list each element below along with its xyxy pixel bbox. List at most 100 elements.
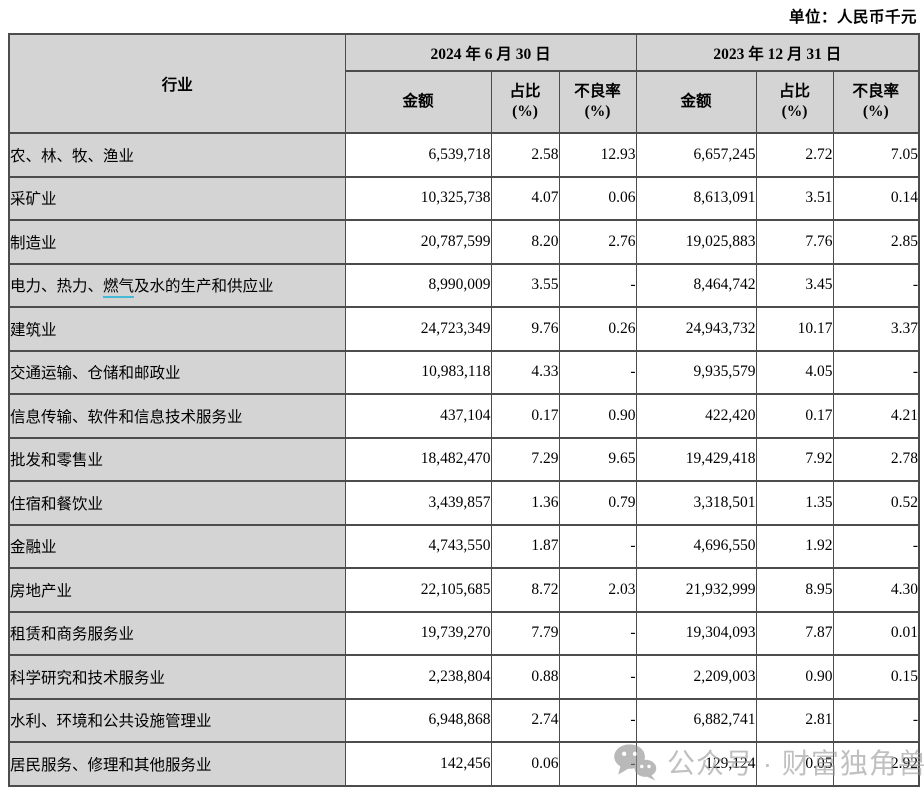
value-cell: 8.95 [755, 567, 834, 613]
value-cell: 7.87 [755, 610, 834, 656]
metric-sub: (%) [862, 103, 889, 120]
value-cell: 2.76 [558, 219, 637, 265]
value-cell: 1.87 [490, 523, 560, 569]
value-cell: 19,739,270 [344, 610, 492, 656]
value-cell: 2.74 [490, 697, 560, 743]
value-cell: 2.58 [490, 132, 560, 178]
industry-cell: 金融业 [8, 523, 346, 569]
table-row: 科学研究和技术服务业 2,238,804 0.88-2,209,003 0.90 0.1… [8, 654, 920, 700]
value-cell: 24,943,732 [635, 306, 757, 352]
value-cell: 20,787,599 [344, 219, 492, 265]
value-cell: 7.05 [832, 132, 920, 178]
industry-cell: 租赁和商务服务业 [8, 610, 346, 656]
table-row: 农、林、牧、渔业 6,539,718 2.58 12.93 6,657,245 2.72 7… [8, 132, 920, 178]
value-cell: 1.35 [755, 480, 834, 526]
metric-title: 占比 [779, 82, 811, 100]
value-cell: 0.88 [490, 654, 560, 700]
value-cell: - [832, 697, 920, 743]
value-cell: 3.37 [832, 306, 920, 352]
value-cell: 3.55 [490, 262, 560, 308]
value-cell: 4.33 [490, 349, 560, 395]
value-cell: 8,464,742 [635, 262, 757, 308]
metric-sub: (%) [584, 103, 611, 120]
value-cell: 10.17 [755, 306, 834, 352]
value-cell: 10,983,118 [344, 349, 492, 395]
metric-title: 金额 [680, 92, 712, 110]
value-cell: 18,482,470 [344, 436, 492, 482]
value-cell: - [832, 349, 920, 395]
table-row: 租赁和商务服务业 19,739,270 7.79-19,304,093 7.87 0.0… [8, 610, 920, 656]
metric-header-share-2024: 占比 (%) [490, 70, 560, 134]
value-cell: 19,025,883 [635, 219, 757, 265]
industry-cell: 交通运输、仓储和邮政业 [8, 349, 346, 395]
industry-cell: 信息传输、软件和信息技术服务业 [8, 393, 346, 439]
value-cell: 2.85 [832, 219, 920, 265]
value-cell: 6,657,245 [635, 132, 757, 178]
metric-header-amount-2023: 金额 [635, 70, 757, 134]
value-cell: - [558, 697, 637, 743]
header-row-metrics: 金额 占比 (%) 不良率 (%) 金额 占比 (%) [9, 70, 920, 134]
value-cell: 2,238,804 [344, 654, 492, 700]
table-row: 批发和零售业 18,482,470 7.29 9.65 19,429,418 7.92 2.… [8, 436, 920, 482]
value-cell: 2.78 [832, 436, 920, 482]
metric-title: 金额 [402, 92, 434, 110]
table-row: 信息传输、软件和信息技术服务业 437,104 0.17 0.90 422,420 0.1… [8, 393, 920, 439]
industry-column-header: 行业 [8, 33, 346, 134]
value-cell: 0.52 [832, 480, 920, 526]
industry-cell: 房地产业 [8, 567, 346, 613]
value-cell: 6,948,868 [344, 697, 492, 743]
value-cell: 8,990,009 [344, 262, 492, 308]
industry-cell: 居民服务、修理和其他服务业 [8, 741, 346, 787]
table-row: 房地产业 22,105,685 8.72 2.03 21,932,999 8.95 4.30 [8, 567, 920, 613]
value-cell: 8,613,091 [635, 175, 757, 221]
industry-cell: 批发和零售业 [8, 436, 346, 482]
value-cell: 7.79 [490, 610, 560, 656]
value-cell: 21,932,999 [635, 567, 757, 613]
value-cell: 4.07 [490, 175, 560, 221]
table-body: 农、林、牧、渔业 6,539,718 2.58 12.93 6,657,245 2.72 7… [8, 132, 920, 787]
table-row: 居民服务、修理和其他服务业 142,456 0.06-129,124 0.05 2.92 [8, 741, 920, 787]
value-cell: 0.15 [832, 654, 920, 700]
value-cell: - [558, 741, 637, 787]
table-row: 水利、环境和公共设施管理业 6,948,868 2.74-6,882,741 2.81… [8, 697, 920, 743]
metric-title: 占比 [509, 82, 541, 100]
value-cell: 6,882,741 [635, 697, 757, 743]
table-row: 金融业 4,743,550 1.87-4,696,550 1.92- [8, 523, 920, 569]
industry-cell: 住宿和餐饮业 [8, 480, 346, 526]
industry-cell: 水利、环境和公共设施管理业 [8, 697, 346, 743]
value-cell: 0.14 [832, 175, 920, 221]
value-cell: 2.72 [755, 132, 834, 178]
table-row: 制造业 20,787,599 8.20 2.76 19,025,883 7.76 2.85 [8, 219, 920, 265]
value-cell: 6,539,718 [344, 132, 492, 178]
value-cell: 0.17 [490, 393, 560, 439]
value-cell: 422,420 [635, 393, 757, 439]
industry-cell: 制造业 [8, 219, 346, 265]
value-cell: 0.90 [755, 654, 834, 700]
metric-header-npl-2024: 不良率 (%) [558, 70, 637, 134]
metric-header-npl-2023: 不良率 (%) [832, 70, 920, 134]
industry-cell: 科学研究和技术服务业 [8, 654, 346, 700]
value-cell: 0.17 [755, 393, 834, 439]
value-cell: 4.21 [832, 393, 920, 439]
value-cell: 4.05 [755, 349, 834, 395]
value-cell: 0.05 [755, 741, 834, 787]
value-cell: 2,209,003 [635, 654, 757, 700]
industry-cell: 建筑业 [8, 306, 346, 352]
value-cell: - [558, 262, 637, 308]
value-cell: 19,429,418 [635, 436, 757, 482]
value-cell: - [558, 654, 637, 700]
unit-label: 单位：人民币千元 [788, 9, 917, 26]
value-cell: 9.65 [558, 436, 637, 482]
value-cell: 3.45 [755, 262, 834, 308]
table-header: 行业 2024 年 6 月 30 日 2023 年 12 月 31 日 金额 占… [8, 33, 920, 134]
value-cell: 0.90 [558, 393, 637, 439]
metric-header-share-2023: 占比 (%) [755, 70, 834, 134]
date-header-2024: 2024 年 6 月 30 日 [344, 33, 637, 72]
value-cell: 8.72 [490, 567, 560, 613]
value-cell: 7.29 [490, 436, 560, 482]
metric-title: 不良率 [574, 82, 621, 100]
value-cell: 2.03 [558, 567, 637, 613]
table-row: 电力、热力、燃气及水的生产和供应业 8,990,009 3.55-8,464,742… [8, 262, 920, 308]
value-cell: 8.20 [490, 219, 560, 265]
